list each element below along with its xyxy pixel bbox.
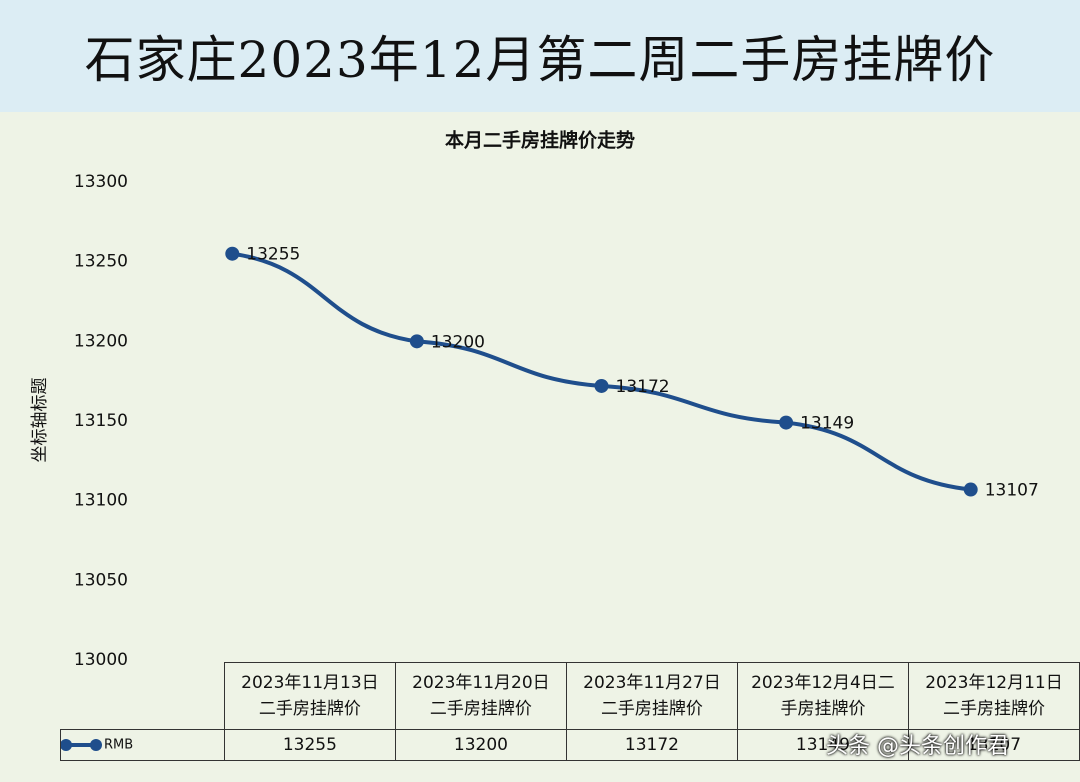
data-label: 13172 [616, 377, 670, 397]
y-tick-label: 13300 [74, 172, 128, 192]
data-label: 13255 [246, 245, 300, 265]
y-axis-label: 坐标轴标题 [30, 378, 50, 463]
chart-title: 本月二手房挂牌价走势 [445, 129, 635, 152]
category-cell: 2023年12月11日二手房挂牌价 [907, 662, 1080, 730]
category-cell: 2023年11月20日二手房挂牌价 [394, 662, 567, 730]
watermark: 头条 @头条创作君 [826, 734, 1009, 759]
data-table: 2023年11月13日二手房挂牌价 2023年11月20日二手房挂牌价 2023年1… [60, 662, 1080, 761]
banner-title: 石家庄2023年12月第二周二手房挂牌价 [0, 0, 1080, 112]
blank-cell [61, 663, 225, 730]
data-label: 13107 [985, 481, 1039, 501]
value-cell: 13200 [394, 728, 567, 761]
y-tick-label: 13100 [74, 491, 128, 511]
series-line [232, 251, 971, 492]
value-cell: 13149 [736, 728, 909, 761]
category-cell: 2023年12月4日二手房挂牌价 [736, 662, 909, 730]
value-cell: 13107 [907, 728, 1080, 761]
value-cell: 13172 [565, 728, 738, 761]
point-marker [779, 415, 794, 430]
y-tick-label: 13200 [74, 331, 128, 351]
data-label: 13149 [800, 414, 854, 434]
point-marker [225, 246, 240, 261]
y-tick-label: 13050 [74, 570, 128, 590]
y-tick-label: 13000 [74, 650, 128, 670]
y-tick-label: 13150 [74, 411, 128, 431]
legend-cell [60, 728, 225, 761]
point-marker [409, 334, 424, 349]
y-tick-label: 13250 [74, 252, 128, 272]
point-marker [963, 482, 978, 497]
category-cell: 2023年11月13日二手房挂牌价 [223, 662, 396, 730]
value-cell: 13255 [223, 728, 396, 761]
data-label: 13200 [431, 332, 485, 352]
category-cell: 2023年11月27日二手房挂牌价 [565, 662, 738, 730]
point-marker [594, 378, 609, 393]
